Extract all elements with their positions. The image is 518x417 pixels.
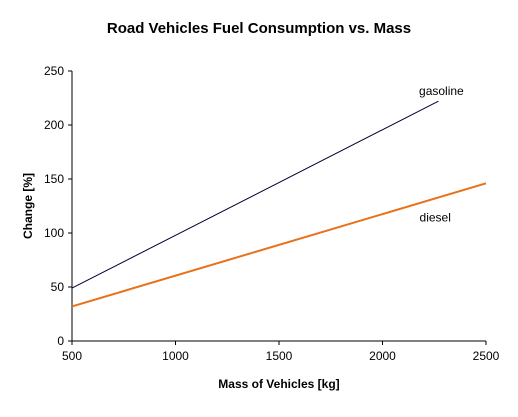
y-tick-label: 100: [44, 226, 64, 240]
x-tick-label: 1000: [162, 349, 189, 363]
plot-area: 0 50 100 150 200 250 500 1000 1500 2000 2500 gasoli…: [44, 64, 500, 363]
series-line-diesel: [71, 182, 487, 308]
y-tick-label: 200: [44, 118, 64, 132]
x-tick-label: 500: [62, 349, 82, 363]
x-tick-label: 1500: [266, 349, 293, 363]
series-label-gasoline: gasoline: [419, 84, 464, 98]
y-axis-title: Change [%]: [21, 173, 35, 239]
x-tick-label: 2000: [369, 349, 396, 363]
chart-title: Road Vehicles Fuel Consumption vs. Mass: [107, 20, 411, 37]
x-axis-title: Mass of Vehicles [kg]: [218, 377, 339, 391]
series-line-gasoline: [71, 100, 439, 289]
y-tick-label: 50: [51, 280, 65, 294]
x-tick-label: 2500: [473, 349, 500, 363]
y-tick-label: 250: [44, 64, 64, 78]
series-label-diesel: diesel: [420, 211, 451, 225]
y-tick-label: 150: [44, 172, 64, 186]
y-tick-label: 0: [57, 334, 64, 348]
